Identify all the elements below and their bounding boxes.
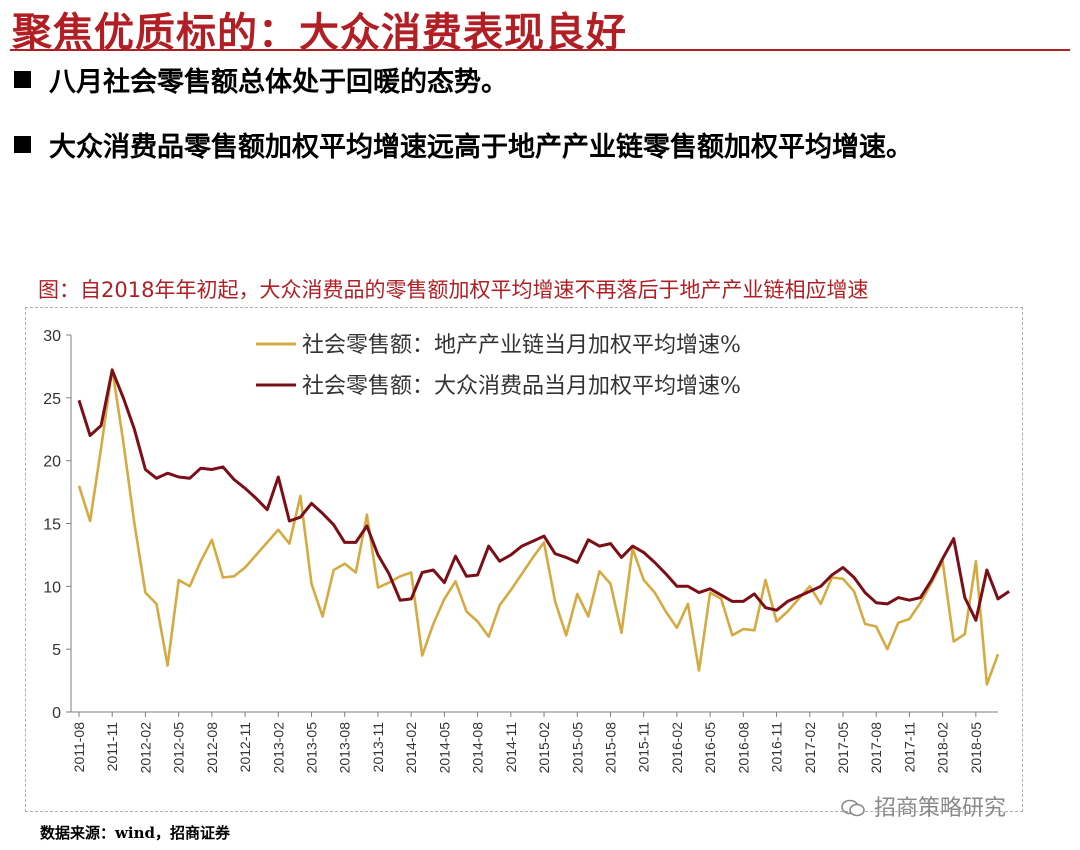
x-tick-label: 2016-02 [669,722,685,774]
x-tick-label: 2014-02 [403,722,419,774]
watermark-text: 招商策略研究 [874,796,1007,821]
x-tick-label: 2014-05 [436,722,452,774]
page-title: 聚焦优质标的：大众消费表现良好 [12,9,627,56]
figure-caption: 图：自2018年年初起，大众消费品的零售额加权平均增速不再落后于地产产业链相应增… [38,278,869,302]
legend-label-2: 社会零售额：大众消费品当月加权平均增速% [302,374,741,399]
title-divider [10,49,1070,51]
x-tick-label: 2014-11 [503,722,519,773]
x-tick-label: 2012-11 [237,722,253,773]
x-tick-label: 2015-08 [602,722,618,774]
bullet-item-2: 大众消费品零售额加权平均增速远高于地产产业链零售额加权平均增速。 [14,125,913,164]
x-tick-label: 2017-08 [868,722,884,774]
x-tick-label: 2011-11 [104,722,120,772]
wechat-icon [841,799,865,817]
y-tick-label: 25 [43,391,61,408]
bullet-text-1: 八月社会零售额总体处于回暖的态势。 [49,67,508,98]
x-tick-label: 2011-08 [71,722,87,773]
x-tick-label: 2016-08 [735,722,751,774]
bullet-text-2: 大众消费品零售额加权平均增速远高于地产产业链零售额加权平均增速。 [49,132,913,163]
data-source: 数据来源：wind，招商证券 [40,824,231,842]
x-tick-label: 2013-05 [304,722,320,774]
x-tick-label: 2015-11 [636,722,652,773]
series-line-2 [77,368,1010,622]
x-tick-label: 2013-02 [270,722,286,774]
y-tick-label: 0 [52,705,61,722]
y-tick-label: 15 [43,517,61,534]
y-tick-label: 30 [43,328,61,345]
x-tick-label: 2015-02 [536,722,552,774]
x-tick-label: 2013-11 [370,722,386,773]
series-line-1 [77,367,1000,686]
y-tick-label: 10 [43,579,61,596]
x-tick-label: 2015-05 [569,722,585,774]
x-tick-label: 2013-08 [337,722,353,774]
x-tick-label: 2016-11 [769,722,785,773]
legend-label-1: 社会零售额：地产产业链当月加权平均增速% [302,333,741,358]
x-tick-label: 2017-02 [802,722,818,774]
y-tick-label: 5 [52,642,61,659]
x-tick-label: 2012-05 [171,722,187,774]
watermark: 招商策略研究 [840,790,1006,822]
square-bullet-icon [14,136,31,153]
x-tick-label: 2014-08 [470,722,486,774]
chart-frame [25,307,1023,812]
x-tick-label: 2018-02 [935,722,951,774]
x-tick-label: 2012-08 [204,722,220,774]
x-tick-label: 2017-05 [835,722,851,774]
x-tick-label: 2017-11 [901,722,917,773]
x-tick-label: 2016-05 [702,722,718,774]
y-tick-label: 20 [43,454,61,471]
x-tick-label: 2012-02 [137,722,153,774]
bullet-item-1: 八月社会零售额总体处于回暖的态势。 [14,60,508,99]
square-bullet-icon [14,71,31,88]
x-tick-label: 2018-05 [968,722,984,774]
